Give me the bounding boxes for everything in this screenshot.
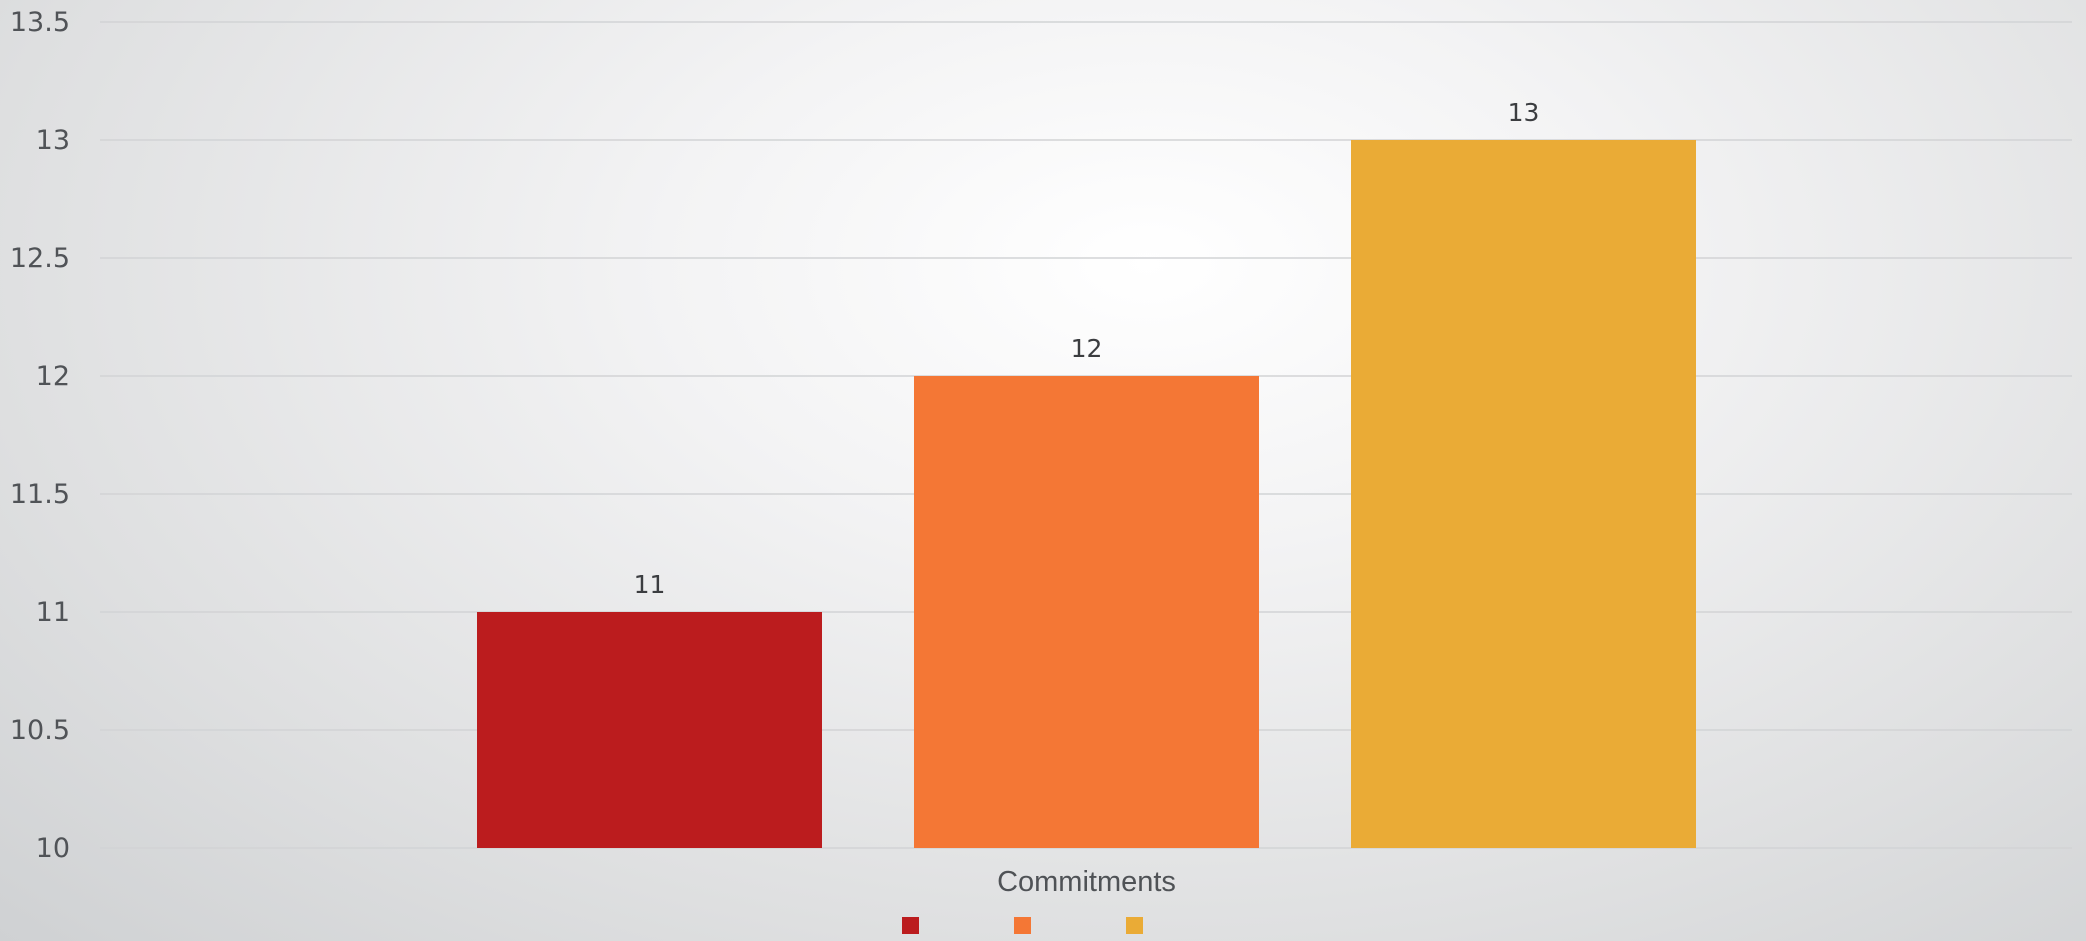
legend <box>902 917 1143 934</box>
y-tick-label: 11 <box>36 597 70 628</box>
y-tick-label: 13 <box>36 125 70 156</box>
legend-swatch <box>1014 917 1031 934</box>
data-label: 12 <box>1071 334 1103 363</box>
bars <box>477 140 1696 848</box>
y-tick-label: 10 <box>36 833 70 864</box>
data-label: 11 <box>634 570 666 599</box>
legend-swatch <box>1126 917 1143 934</box>
bar <box>477 612 822 848</box>
category-label: Commitments <box>997 866 1176 898</box>
bar <box>1351 140 1696 848</box>
bar <box>914 376 1259 848</box>
y-tick-label: 12 <box>36 361 70 392</box>
legend-swatch <box>902 917 919 934</box>
y-tick-label: 11.5 <box>10 479 70 510</box>
y-tick-label: 10.5 <box>10 715 70 746</box>
y-tick-label: 12.5 <box>10 243 70 274</box>
data-labels: 11 12 13 <box>634 98 1540 599</box>
y-axis-tick-labels: 10 10.5 11 11.5 12 12.5 13 13.5 <box>10 7 70 864</box>
data-label: 13 <box>1508 98 1540 127</box>
y-tick-label: 13.5 <box>10 7 70 38</box>
